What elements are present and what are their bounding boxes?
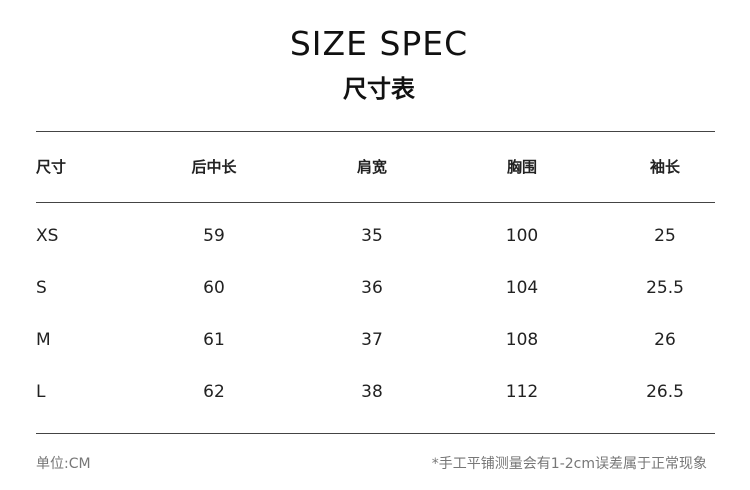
table-cell: M xyxy=(36,330,51,350)
table-header: 尺寸 后中长 肩宽 胸围 袖长 xyxy=(0,156,750,180)
table-cell: 26 xyxy=(654,330,676,350)
page-subtitle: 尺寸表 xyxy=(343,75,415,103)
table-cell: 36 xyxy=(361,278,383,298)
header-cell: 肩宽 xyxy=(356,158,388,176)
header-cell: 袖长 xyxy=(649,158,681,176)
divider xyxy=(36,131,715,132)
table-row: L 62 38 112 26.5 xyxy=(0,382,750,406)
table-row: XS 59 35 100 25 xyxy=(0,226,750,250)
table-row: M 61 37 108 26 xyxy=(0,330,750,354)
table-cell: 112 xyxy=(505,382,539,402)
page-title: SIZE SPEC xyxy=(289,24,469,63)
table-cell: 61 xyxy=(203,330,225,350)
table-cell: 38 xyxy=(361,382,383,402)
table-cell: 62 xyxy=(203,382,225,402)
table-cell: 35 xyxy=(361,226,383,246)
table-cell: L xyxy=(36,382,46,402)
table-cell: 104 xyxy=(505,278,539,298)
table-cell: 100 xyxy=(505,226,539,246)
unit-label: 单位:CM xyxy=(36,456,91,472)
table-row: S 60 36 104 25.5 xyxy=(0,278,750,302)
header-cell: 后中长 xyxy=(191,158,237,176)
table-cell: S xyxy=(36,278,47,298)
divider xyxy=(36,433,715,434)
header-cell: 尺寸 xyxy=(36,158,67,176)
measurement-note: *手工平铺测量会有1-2cm误差属于正常现象 xyxy=(431,456,707,472)
table-cell: 59 xyxy=(203,226,225,246)
table-cell: 60 xyxy=(203,278,225,298)
header-cell: 胸围 xyxy=(506,158,538,176)
table-cell: 26.5 xyxy=(646,382,684,402)
table-cell: 25.5 xyxy=(646,278,684,298)
table-cell: XS xyxy=(36,226,59,246)
divider xyxy=(36,202,715,203)
table-cell: 25 xyxy=(654,226,676,246)
table-cell: 37 xyxy=(361,330,383,350)
table-cell: 108 xyxy=(505,330,539,350)
